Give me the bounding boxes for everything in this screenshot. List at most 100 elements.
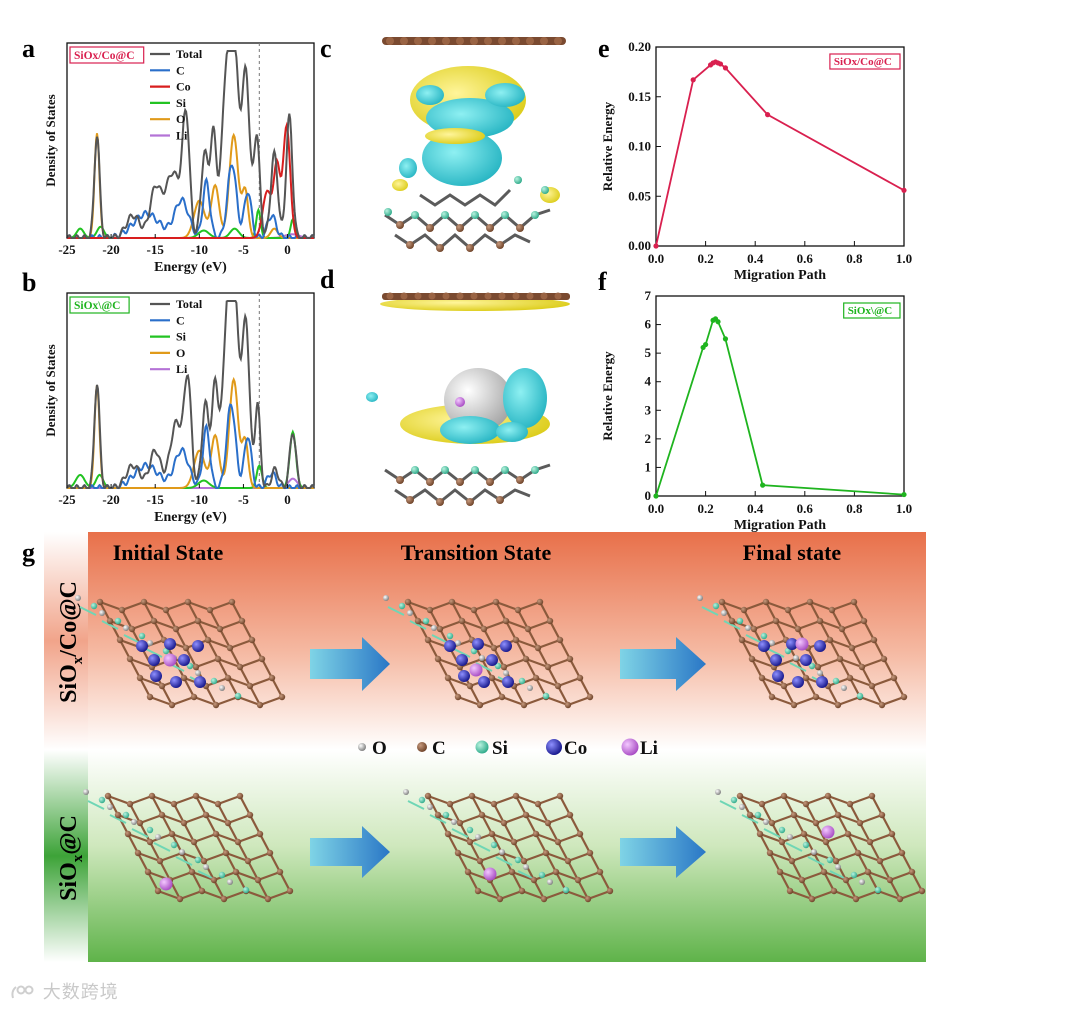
carbon-atom bbox=[454, 849, 462, 857]
bond bbox=[829, 638, 853, 650]
bond bbox=[867, 870, 891, 882]
bond bbox=[109, 814, 127, 824]
carbon-atom bbox=[234, 838, 242, 846]
lithium-atom bbox=[795, 637, 809, 651]
data-point bbox=[765, 112, 771, 118]
carbon-atom bbox=[176, 895, 184, 903]
carbon-atom bbox=[426, 606, 434, 614]
oxygen-atom bbox=[499, 849, 505, 855]
sample-tag-box bbox=[69, 46, 145, 64]
dos-chart-b: -25 -20 -15 -10 -5 0 Energy (eV) Density of Sta… bbox=[43, 292, 315, 525]
silicon-atom bbox=[808, 662, 816, 670]
bond bbox=[205, 813, 229, 825]
bond bbox=[781, 841, 793, 862]
oxygen-atom bbox=[503, 670, 509, 676]
legend-label-li: Li bbox=[176, 129, 188, 143]
carbon-atom bbox=[470, 606, 478, 614]
carbon-atom bbox=[876, 857, 884, 865]
oxygen-atom bbox=[527, 685, 533, 691]
carbon-atom bbox=[886, 876, 894, 884]
oxygen-atom bbox=[523, 864, 529, 870]
bond bbox=[267, 889, 291, 901]
legend-atom-label-co: Co bbox=[564, 738, 587, 759]
bond bbox=[183, 677, 195, 698]
carbon-atom bbox=[500, 819, 508, 827]
bond bbox=[503, 822, 515, 843]
data-point bbox=[690, 77, 696, 83]
bond bbox=[193, 832, 217, 844]
silicon-atom bbox=[856, 692, 864, 700]
oxygen-atom bbox=[451, 819, 457, 825]
bond bbox=[229, 638, 253, 650]
bond bbox=[547, 657, 571, 669]
bond bbox=[823, 870, 847, 882]
carbon-atom bbox=[866, 838, 874, 846]
cobalt-atom bbox=[148, 654, 160, 666]
x-axis-label: Energy (eV) bbox=[154, 260, 227, 275]
bond bbox=[79, 606, 97, 616]
cobalt-atom bbox=[170, 676, 182, 688]
x-tick-label: -10 bbox=[191, 492, 208, 507]
legend-atom-c-icon bbox=[417, 742, 427, 752]
bond bbox=[859, 813, 883, 825]
bond bbox=[847, 833, 859, 854]
carbon-atom bbox=[136, 674, 144, 682]
carbon-atom bbox=[786, 887, 794, 895]
carbon-atom bbox=[736, 792, 744, 800]
legend-label-co: Co bbox=[176, 80, 191, 94]
bond-network bbox=[107, 794, 291, 901]
carbon-atom bbox=[576, 830, 584, 838]
silicon-atom bbox=[422, 617, 430, 625]
bond bbox=[805, 794, 829, 806]
oxygen-atom bbox=[859, 879, 865, 885]
bond bbox=[721, 601, 733, 622]
bond bbox=[231, 601, 243, 622]
bond bbox=[771, 822, 783, 843]
bond bbox=[849, 676, 873, 688]
legend-atom-label-c: C bbox=[432, 738, 446, 759]
x-tick-label: 0.4 bbox=[747, 501, 764, 516]
carbon-atom bbox=[448, 598, 456, 606]
carbon-atom bbox=[126, 800, 134, 808]
bond bbox=[829, 870, 847, 880]
bond bbox=[271, 677, 283, 698]
carbon-atom bbox=[136, 819, 144, 827]
carbon-atom bbox=[756, 830, 764, 838]
carbon-atom bbox=[870, 636, 878, 644]
oxygen-atom bbox=[479, 655, 485, 661]
bond bbox=[763, 828, 781, 838]
sample-tag-label: SiOx/Co@C bbox=[834, 56, 892, 68]
bond bbox=[535, 833, 547, 854]
silicon-atom bbox=[446, 632, 454, 640]
carbon-atom bbox=[890, 674, 898, 682]
plot-frame bbox=[655, 46, 905, 247]
bond bbox=[859, 695, 883, 707]
legend-label-c: C bbox=[176, 63, 185, 77]
silicon-atom bbox=[210, 677, 218, 685]
bond bbox=[241, 620, 253, 641]
x-tick-label: 0.4 bbox=[747, 251, 764, 266]
bond bbox=[453, 648, 471, 658]
bond bbox=[701, 606, 719, 616]
carbon-atom bbox=[118, 606, 126, 614]
data-point bbox=[653, 243, 659, 249]
silicon-atom bbox=[518, 677, 526, 685]
legend-atom-label-o: O bbox=[372, 738, 387, 759]
bond bbox=[793, 695, 817, 707]
lithium-atom bbox=[821, 825, 835, 839]
silicon-atom bbox=[736, 617, 744, 625]
bond bbox=[871, 685, 883, 706]
bond bbox=[427, 795, 439, 816]
bond bbox=[247, 851, 271, 863]
si-o-bonds bbox=[407, 800, 535, 880]
x-tick-label: -15 bbox=[147, 492, 165, 507]
bond bbox=[197, 870, 215, 880]
bond bbox=[871, 795, 883, 816]
bond bbox=[731, 620, 743, 641]
carbon-atom bbox=[266, 849, 274, 857]
dos-chart-a: -25 -20 -15 -10 -5 0 Energy (eV) Density of Sta… bbox=[43, 42, 315, 275]
x-tick-label: 0.0 bbox=[648, 501, 664, 516]
bond bbox=[849, 803, 861, 824]
bond bbox=[535, 676, 559, 688]
legend-label-total: Total bbox=[176, 297, 203, 311]
